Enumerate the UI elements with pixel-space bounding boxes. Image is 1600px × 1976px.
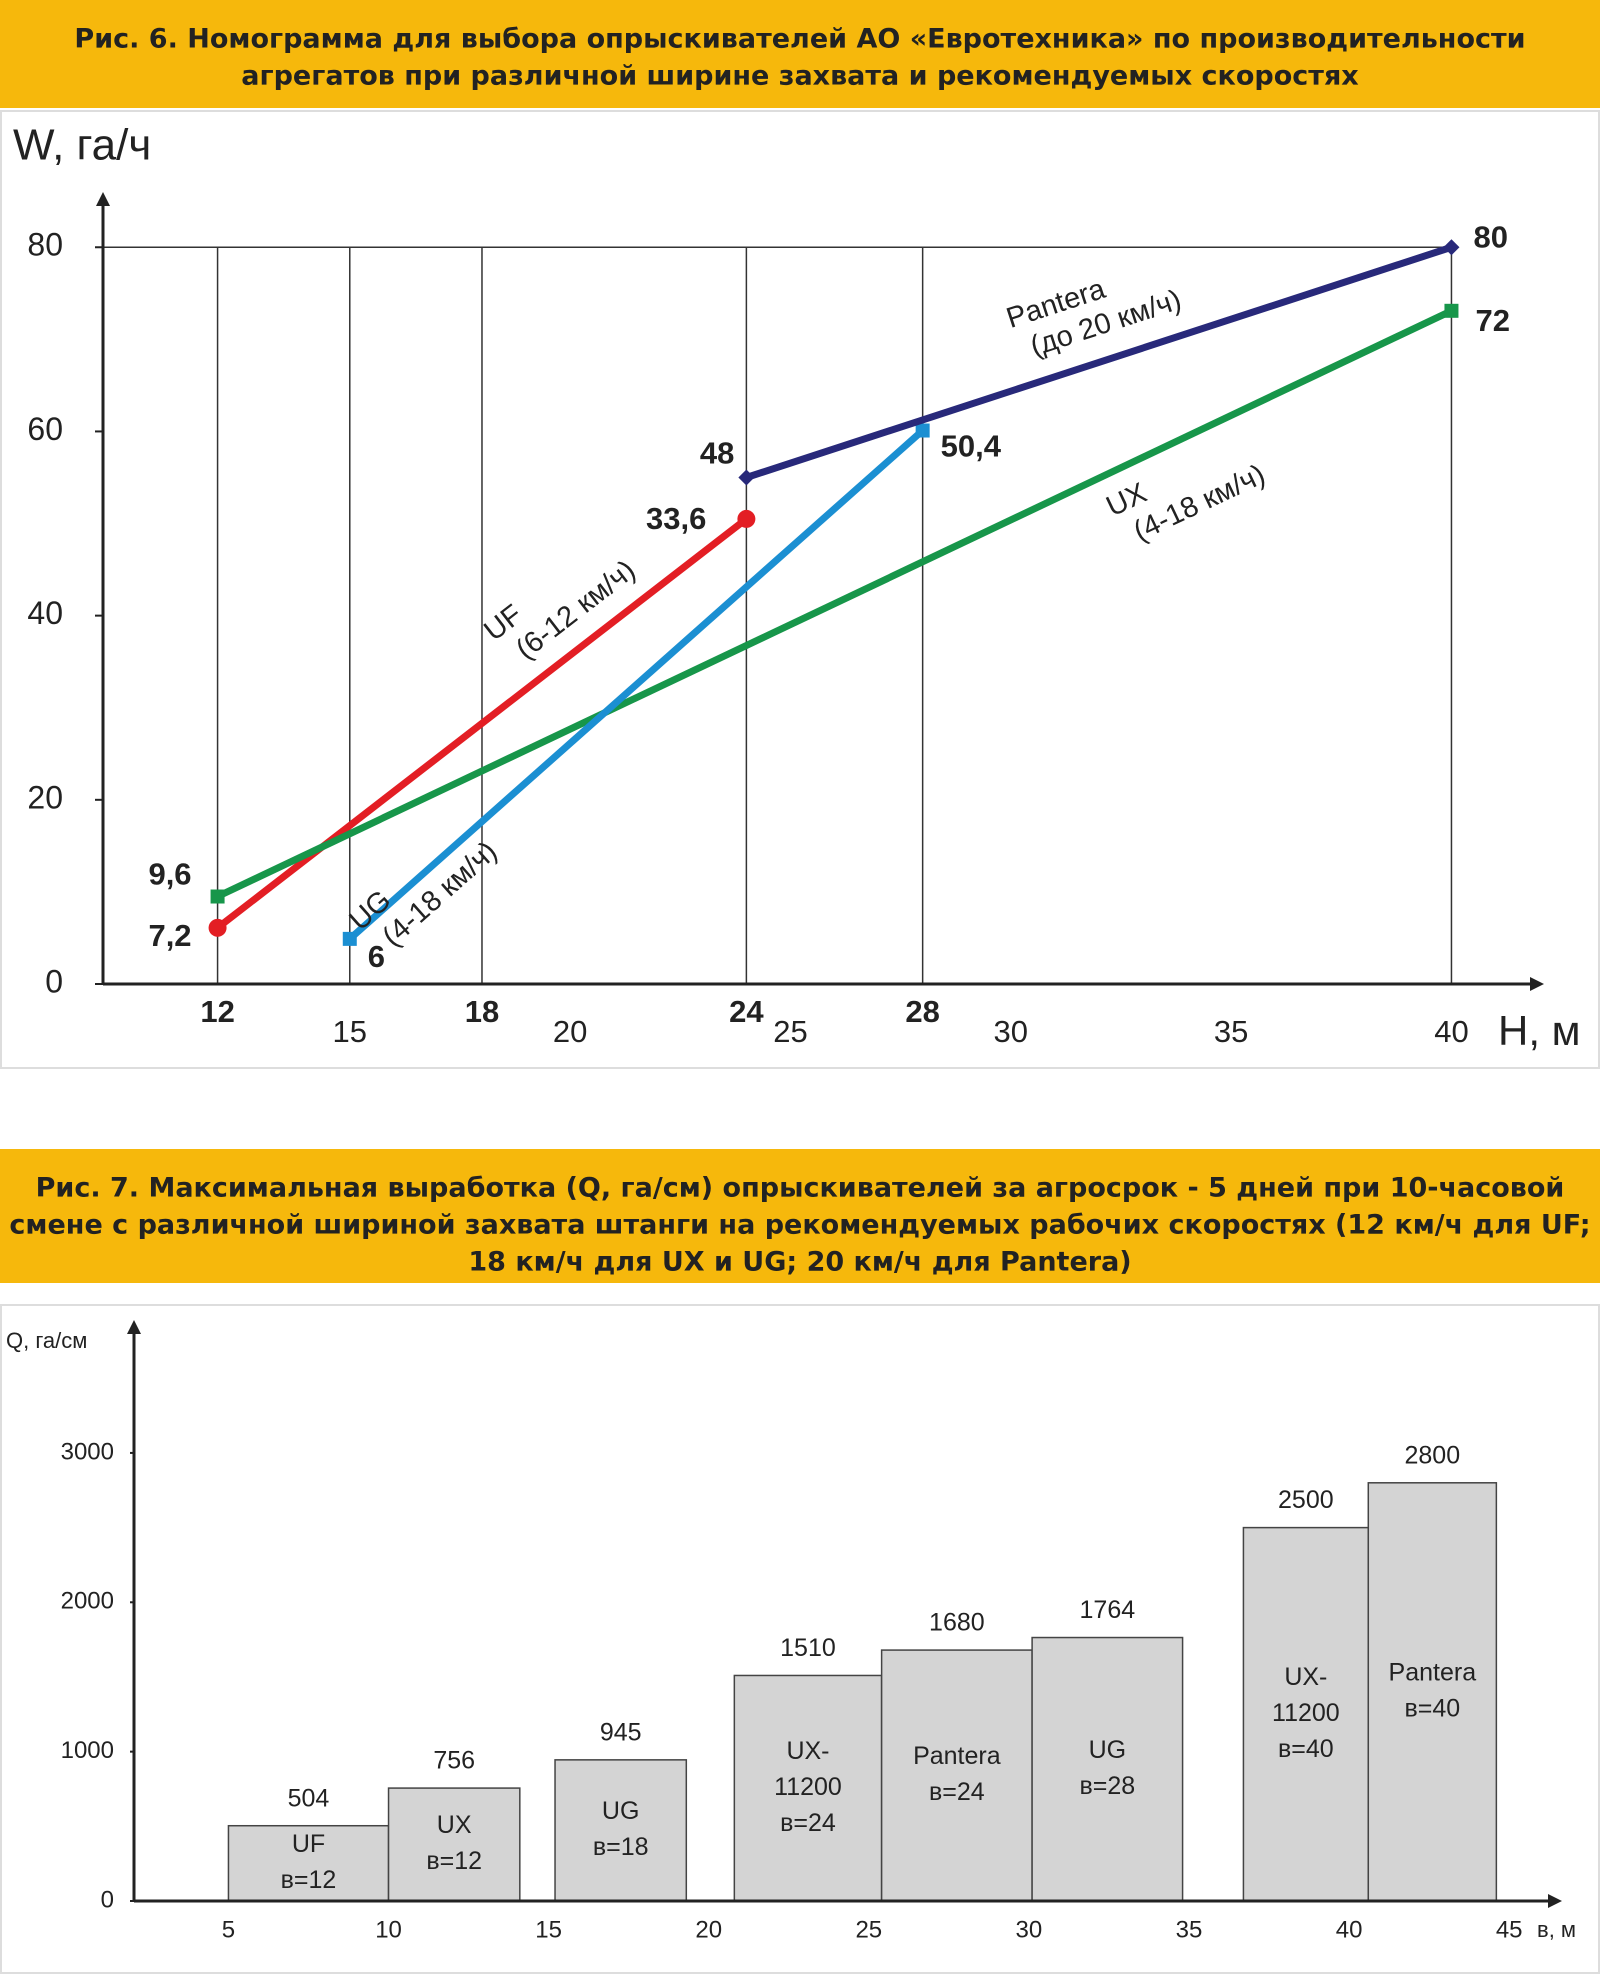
value-label: 2800	[1405, 1441, 1461, 1469]
bar-label: в=24	[780, 1809, 836, 1837]
bar-label: в=12	[426, 1847, 482, 1875]
title-banner	[0, 0, 1600, 108]
point-label: 80	[1473, 219, 1507, 254]
value-label: 2500	[1278, 1486, 1334, 1514]
bar	[227, 1824, 390, 1902]
x-tick-label: 10	[375, 1916, 402, 1943]
x-scale-tick-label: 15	[333, 1014, 367, 1049]
marker	[342, 931, 357, 946]
y-tick-label: 80	[27, 227, 63, 263]
chart-title: Рис. 6. Номограмма для выбора опрыскиват…	[74, 24, 1525, 55]
x-axis-label: в, м	[1537, 1917, 1576, 1942]
bar-label: Pantera	[913, 1742, 1001, 1770]
x-tick-label: 20	[695, 1916, 722, 1943]
bar-label: UX-	[786, 1737, 829, 1765]
point-label: 7,2	[148, 918, 191, 953]
bar-label: UX	[437, 1811, 472, 1839]
point-label: 50,4	[941, 429, 1002, 464]
series-line	[745, 243, 1453, 481]
marker	[210, 889, 225, 904]
plot-panel	[0, 110, 1600, 1069]
series-line	[347, 427, 925, 942]
y-tick-label: 40	[27, 595, 63, 631]
title-banner	[0, 1149, 1600, 1283]
bar-label: в=24	[929, 1778, 985, 1806]
chart-title: Рис. 7. Максимальная выработка (Q, га/см…	[36, 1173, 1565, 1204]
x-tick-label: 25	[855, 1916, 882, 1943]
bar	[554, 1759, 688, 1902]
marker	[1443, 239, 1460, 256]
y-tick-label: 3000	[61, 1438, 114, 1465]
y-tick-label: 0	[45, 963, 63, 999]
bar	[880, 1649, 1033, 1902]
x-tick-label: 18	[465, 994, 499, 1029]
marker	[738, 469, 755, 486]
marker	[1444, 303, 1459, 318]
x-scale-tick-label: 35	[1214, 1014, 1248, 1049]
bar-label: UG	[1089, 1736, 1127, 1764]
bar-label: 11200	[774, 1773, 842, 1801]
point-label: 6	[368, 939, 385, 974]
bar	[1367, 1482, 1498, 1902]
x-axis-arrow	[1548, 1894, 1562, 1908]
y-tick-label: 2000	[61, 1588, 114, 1615]
point-label: 33,6	[646, 501, 706, 536]
bar-label: в=40	[1278, 1735, 1334, 1763]
y-axis-arrow	[127, 1320, 141, 1334]
bar-label: Pantera	[1389, 1659, 1477, 1687]
point-label: 72	[1475, 303, 1509, 338]
series-line	[215, 516, 749, 931]
value-label: 1510	[780, 1634, 836, 1662]
bar-label: в=18	[593, 1833, 649, 1861]
bar-label: в=12	[281, 1866, 337, 1894]
x-tick-label: 5	[222, 1916, 235, 1943]
y-axis-label: W, га/ч	[13, 121, 151, 170]
x-tick-label: 15	[535, 1916, 562, 1943]
x-scale-tick-label: 20	[553, 1014, 587, 1049]
x-tick-label: 12	[200, 994, 234, 1029]
bar-label: UX-	[1284, 1663, 1327, 1691]
y-tick-label: 1000	[61, 1737, 114, 1764]
x-tick-label: 45	[1496, 1916, 1523, 1943]
y-tick-label: 60	[27, 411, 63, 447]
marker	[737, 509, 756, 528]
marker	[915, 423, 930, 438]
value-label: 1680	[929, 1609, 985, 1637]
marker	[208, 918, 227, 937]
chart-title: смене с различной шириной захвата штанги…	[9, 1210, 1590, 1241]
bar-label: в=40	[1404, 1695, 1460, 1723]
value-label: 756	[433, 1747, 475, 1775]
x-scale-tick-label: 40	[1434, 1014, 1468, 1049]
x-axis-label: H, м	[1498, 1007, 1581, 1054]
value-label: 945	[600, 1718, 642, 1746]
series-line	[216, 307, 1453, 900]
bar	[387, 1787, 521, 1902]
bar-label: UG	[602, 1797, 640, 1825]
bar-label: в=28	[1079, 1772, 1135, 1800]
point-label: 48	[700, 436, 734, 471]
value-label: 1764	[1080, 1596, 1136, 1624]
x-tick-label: 40	[1336, 1916, 1363, 1943]
x-axis-arrow	[1530, 977, 1544, 991]
chart-title: 18 км/ч для UX и UG; 20 км/ч для Pantera…	[468, 1247, 1131, 1278]
x-scale-tick-label: 30	[994, 1014, 1028, 1049]
chart: Рис. 7. Максимальная выработка (Q, га/см…	[0, 1149, 1600, 1974]
y-tick-label: 20	[27, 779, 63, 815]
chart: Рис. 6. Номограмма для выбора опрыскиват…	[0, 0, 1600, 1069]
x-scale-tick-label: 25	[773, 1014, 807, 1049]
point-label: 9,6	[148, 857, 191, 892]
x-tick-label: 30	[1016, 1916, 1043, 1943]
y-tick-label: 0	[101, 1886, 114, 1913]
value-label: 504	[288, 1784, 330, 1812]
x-tick-label: 28	[905, 994, 939, 1029]
bar	[1031, 1636, 1184, 1902]
bar-label: 11200	[1272, 1699, 1340, 1727]
bar-label: UF	[292, 1830, 325, 1858]
y-axis-arrow	[96, 192, 110, 206]
y-axis-label: Q, га/см	[6, 1328, 87, 1353]
x-tick-label: 24	[729, 994, 764, 1029]
x-tick-label: 35	[1176, 1916, 1203, 1943]
chart-title: агрегатов при различной ширине захвата и…	[241, 61, 1358, 92]
